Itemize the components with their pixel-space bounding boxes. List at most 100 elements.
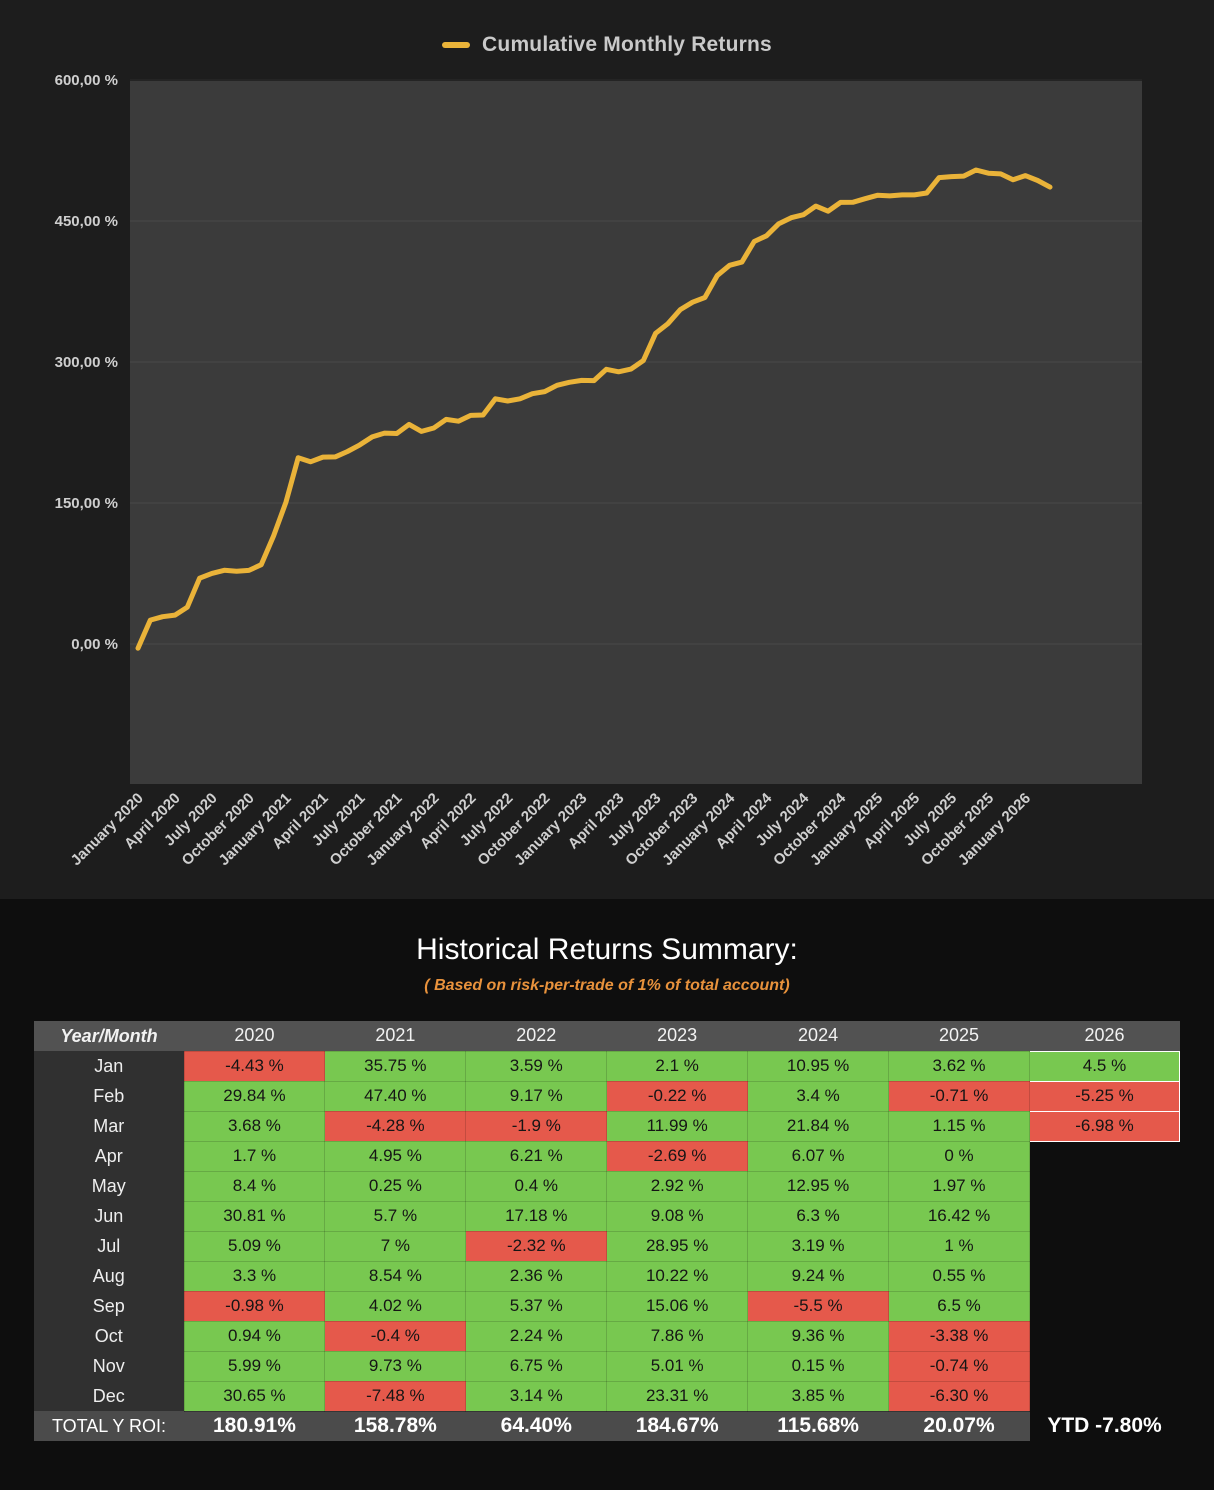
- return-cell: 5.99 %: [183, 1350, 326, 1382]
- return-cell: 9.24 %: [747, 1260, 890, 1292]
- return-cell: -2.69 %: [606, 1140, 749, 1172]
- return-cell: 6.07 %: [747, 1140, 890, 1172]
- return-cell: 35.75 %: [324, 1050, 467, 1082]
- return-cell: 9.36 %: [747, 1320, 890, 1352]
- returns-table-wrap: Year/Month 2020 2021 2022 2023 2024 2025 2026 J…: [0, 995, 1214, 1461]
- total-row: TOTAL Y ROI: 180.91% 158.78% 64.40% 184.67% 1…: [34, 1411, 1180, 1441]
- return-cell: -0.74 %: [888, 1350, 1030, 1382]
- return-cell: 9.08 %: [606, 1200, 749, 1232]
- returns-table: Year/Month 2020 2021 2022 2023 2024 2025 2026 J…: [34, 1021, 1180, 1441]
- return-cell: 17.18 %: [465, 1200, 608, 1232]
- return-cell: 0.15 %: [747, 1350, 890, 1382]
- month-label: Jul: [34, 1231, 184, 1261]
- return-cell: 21.84 %: [747, 1110, 890, 1142]
- y-axis-label: 300,00 %: [55, 354, 118, 371]
- return-cell: 0.4 %: [465, 1170, 608, 1202]
- legend-label: Cumulative Monthly Returns: [482, 33, 772, 56]
- return-cell: 0.94 %: [183, 1320, 326, 1352]
- month-label: Feb: [34, 1081, 184, 1111]
- return-cell: 6.21 %: [465, 1140, 608, 1172]
- return-cell: 30.65 %: [183, 1380, 326, 1412]
- return-cell: -7.48 %: [324, 1380, 467, 1412]
- return-cell: -0.4 %: [324, 1320, 467, 1352]
- return-cell: 8.4 %: [183, 1170, 326, 1202]
- table-header-row: Year/Month 2020 2021 2022 2023 2024 2025 2026: [34, 1021, 1180, 1051]
- return-cell: -0.98 %: [183, 1290, 326, 1322]
- table-row-jul: Jul 5.09 % 7 % -2.32 % 28.95 % 3.19 % 1 %: [34, 1230, 1180, 1262]
- return-cell: 4.5 %: [1029, 1050, 1180, 1082]
- return-cell: 2.92 %: [606, 1170, 749, 1202]
- table-row-sep: Sep -0.98 % 4.02 % 5.37 % 15.06 % -5.5 % 6.5 %: [34, 1290, 1180, 1322]
- month-label: Jun: [34, 1201, 184, 1231]
- return-cell: -3.38 %: [888, 1320, 1030, 1352]
- return-cell: 11.99 %: [606, 1110, 749, 1142]
- table-row-jun: Jun 30.81 % 5.7 % 17.18 % 9.08 % 6.3 % 16.42 %: [34, 1200, 1180, 1232]
- return-cell: [1030, 1201, 1180, 1231]
- table-row-aug: Aug 3.3 % 8.54 % 2.36 % 10.22 % 9.24 % 0.55 %: [34, 1260, 1180, 1292]
- return-cell: 0.25 %: [324, 1170, 467, 1202]
- header-year-2022: 2022: [465, 1021, 607, 1051]
- return-cell: -1.9 %: [465, 1110, 608, 1142]
- table-row-jan: Jan -4.43 % 35.75 % 3.59 % 2.1 % 10.95 % 3.62 …: [34, 1050, 1180, 1082]
- return-cell: 3.4 %: [747, 1080, 890, 1112]
- header-year-2025: 2025: [888, 1021, 1030, 1051]
- month-label: Oct: [34, 1321, 184, 1351]
- cumulative-returns-chart: 0,00 %150,00 %300,00 %450,00 %600,00 %Ja…: [55, 72, 1142, 869]
- return-cell: -6.98 %: [1029, 1110, 1180, 1142]
- year-total: 20.07%: [888, 1411, 1030, 1441]
- table-row-nov: Nov 5.99 % 9.73 % 6.75 % 5.01 % 0.15 % -0.74 %: [34, 1350, 1180, 1382]
- return-cell: [1030, 1171, 1180, 1201]
- return-cell: 23.31 %: [606, 1380, 749, 1412]
- header-year-2026: 2026: [1029, 1021, 1180, 1051]
- month-label: Nov: [34, 1351, 184, 1381]
- return-cell: 9.17 %: [465, 1080, 608, 1112]
- return-cell: 47.40 %: [324, 1080, 467, 1112]
- return-cell: 3.85 %: [747, 1380, 890, 1412]
- y-axis-label: 0,00 %: [71, 636, 118, 653]
- return-cell: 4.02 %: [324, 1290, 467, 1322]
- return-cell: 6.3 %: [747, 1200, 890, 1232]
- return-cell: [1030, 1381, 1180, 1411]
- month-label: Jan: [34, 1051, 184, 1081]
- return-cell: -5.25 %: [1029, 1080, 1180, 1112]
- table-row-feb: Feb 29.84 % 47.40 % 9.17 % -0.22 % 3.4 % -0.71…: [34, 1080, 1180, 1112]
- month-label: Dec: [34, 1381, 184, 1411]
- return-cell: 10.22 %: [606, 1260, 749, 1292]
- month-label: May: [34, 1171, 184, 1201]
- ytd-total: YTD -7.80%: [1047, 1414, 1162, 1437]
- return-cell: 5.37 %: [465, 1290, 608, 1322]
- return-cell: 5.09 %: [183, 1230, 326, 1262]
- return-cell: -6.30 %: [888, 1380, 1030, 1412]
- chart-section: Cumulative Monthly Returns 0,00 % 150,00 …: [0, 0, 1214, 899]
- header-year-2023: 2023: [606, 1021, 748, 1051]
- table-row-mar: Mar 3.68 % -4.28 % -1.9 % 11.99 % 21.84 % 1.15…: [34, 1110, 1180, 1142]
- return-cell: 15.06 %: [606, 1290, 749, 1322]
- return-cell: [1030, 1261, 1180, 1291]
- table-row-dec: Dec 30.65 % -7.48 % 3.14 % 23.31 % 3.85 % -6.3…: [34, 1380, 1180, 1412]
- return-cell: 12.95 %: [747, 1170, 890, 1202]
- year-total: 184.67%: [606, 1411, 748, 1441]
- return-cell: 9.73 %: [324, 1350, 467, 1382]
- header-year-2020: 2020: [184, 1021, 325, 1051]
- summary-subtitle: ( Based on risk-per-trade of 1% of total…: [424, 977, 790, 994]
- return-cell: 0.55 %: [888, 1260, 1030, 1292]
- y-axis-label: 600,00 %: [55, 72, 118, 89]
- return-cell: 3.14 %: [465, 1380, 608, 1412]
- table-row-may: May 8.4 % 0.25 % 0.4 % 2.92 % 12.95 % 1.97 %: [34, 1170, 1180, 1202]
- return-cell: 8.54 %: [324, 1260, 467, 1292]
- return-cell: 2.1 %: [606, 1050, 749, 1082]
- return-cell: 5.01 %: [606, 1350, 749, 1382]
- month-label: Mar: [34, 1111, 184, 1141]
- return-cell: [1030, 1231, 1180, 1261]
- return-cell: 1 %: [888, 1230, 1030, 1262]
- return-cell: -0.22 %: [606, 1080, 749, 1112]
- return-cell: 3.62 %: [888, 1050, 1030, 1082]
- month-label: Apr: [34, 1141, 184, 1171]
- return-cell: 6.75 %: [465, 1350, 608, 1382]
- month-label: Aug: [34, 1261, 184, 1291]
- return-cell: 30.81 %: [183, 1200, 326, 1232]
- summary-title: Historical Returns Summary:: [416, 933, 798, 966]
- return-cell: 3.19 %: [747, 1230, 890, 1262]
- month-label: Sep: [34, 1291, 184, 1321]
- header-year-month: Year/Month: [34, 1021, 184, 1051]
